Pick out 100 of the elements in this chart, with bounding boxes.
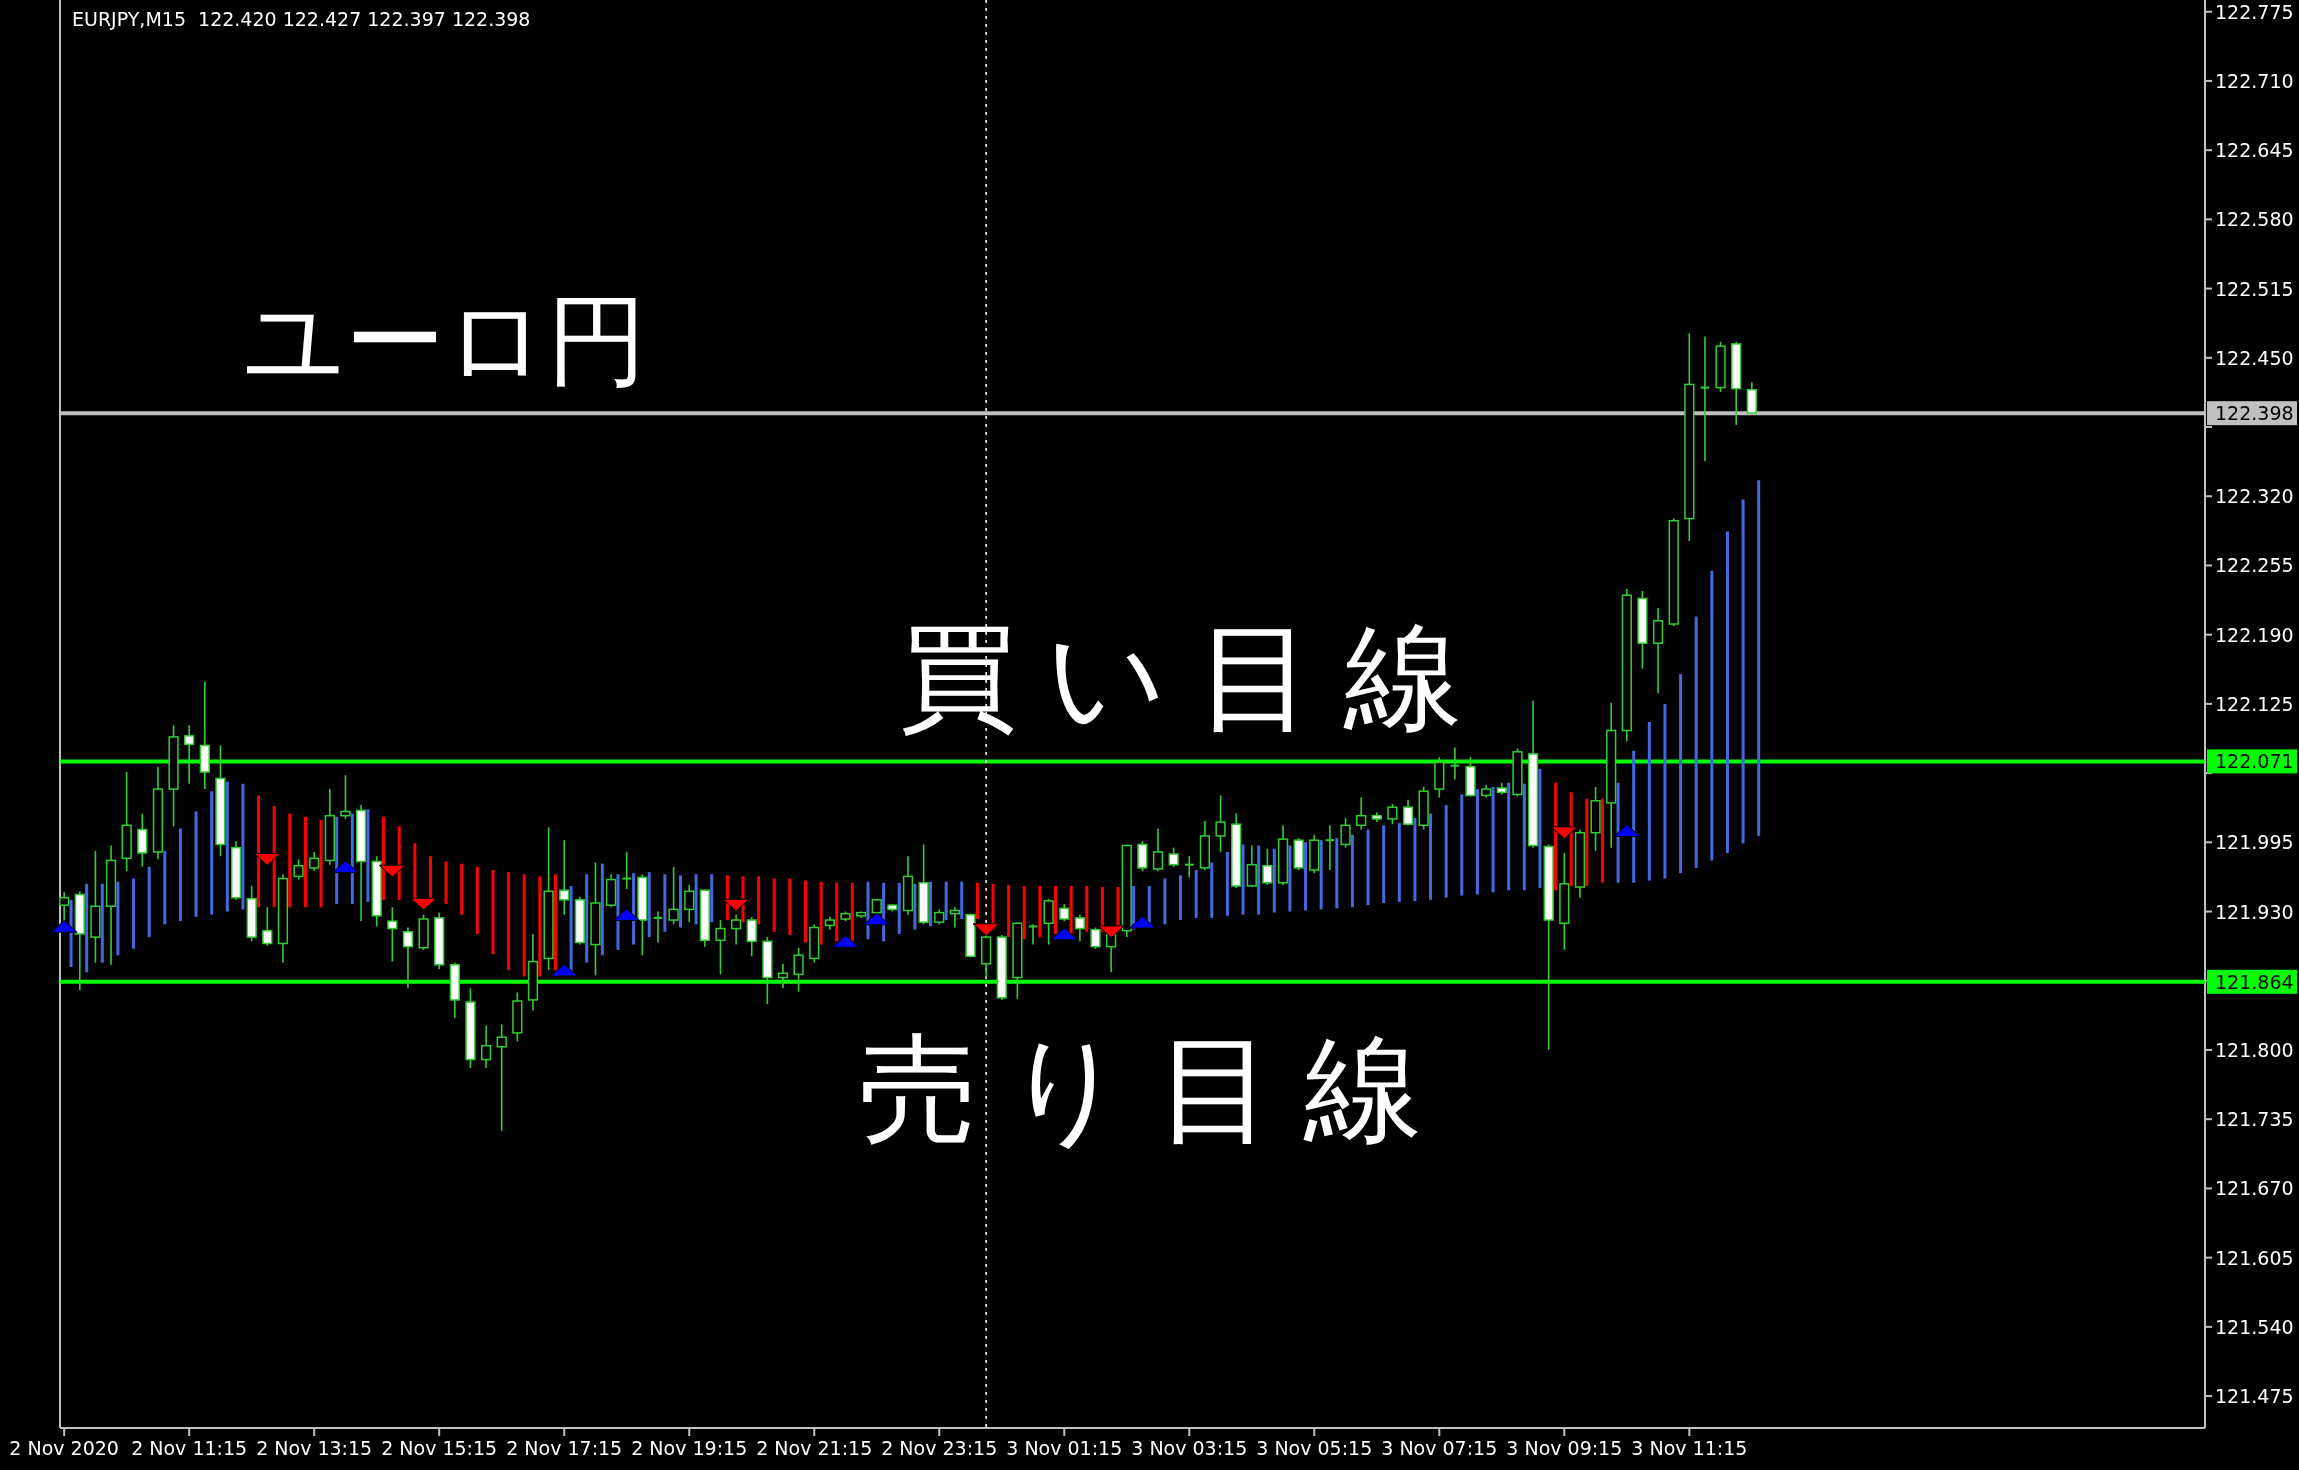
bar (788, 878, 792, 935)
candlestick (1746, 381, 1757, 416)
candlestick (340, 774, 351, 820)
bar (1038, 885, 1042, 938)
bar (1491, 786, 1495, 893)
candlestick (1183, 855, 1195, 879)
candlestick (1074, 913, 1086, 943)
candlestick (496, 1023, 507, 1132)
y-tick-label: 121.540 (2215, 1315, 2294, 1338)
x-tick-label: 2 Nov 17:15 (506, 1437, 623, 1459)
candlestick (793, 946, 804, 993)
ref-line-label: 122.398 (2215, 402, 2294, 425)
bar (116, 881, 120, 956)
bar (819, 881, 823, 945)
bar (1319, 840, 1323, 910)
bar (866, 881, 870, 940)
bar (1647, 721, 1651, 881)
bar (163, 850, 167, 925)
candlestick (1356, 796, 1367, 831)
bar (803, 880, 807, 943)
bar (507, 872, 511, 971)
y-tick-label: 121.735 (2215, 1108, 2294, 1131)
bar (1663, 703, 1667, 879)
bar (1616, 782, 1620, 883)
x-tick-label: 2 Nov 21:15 (756, 1437, 873, 1459)
bar (241, 783, 245, 910)
x-tick-label: 2 Nov 23:15 (881, 1437, 998, 1459)
candlestick (559, 839, 570, 916)
bar (288, 813, 292, 908)
bar (225, 781, 229, 912)
y-tick-label: 121.475 (2215, 1385, 2294, 1408)
candlestick (184, 724, 195, 785)
candlestick (684, 884, 695, 923)
candlestick (1168, 846, 1179, 868)
bar (132, 878, 136, 949)
bar (1257, 845, 1261, 915)
candlestick (1246, 844, 1257, 888)
bar (616, 874, 620, 950)
bar (835, 882, 839, 942)
bar (460, 863, 464, 915)
ref-line-label: 121.864 (2215, 970, 2294, 993)
candlestick (1137, 840, 1148, 872)
bar (475, 866, 479, 934)
bar (1069, 885, 1073, 934)
candlestick (262, 906, 273, 947)
bar (772, 878, 776, 932)
y-tick-label: 122.255 (2215, 554, 2294, 577)
y-tick-label: 122.580 (2215, 208, 2294, 231)
y-tick-label: 122.710 (2215, 69, 2294, 92)
candlestick (1340, 817, 1351, 849)
candlestick (746, 916, 757, 958)
bar (1632, 750, 1636, 883)
bar (1475, 789, 1479, 895)
y-tick-label: 122.190 (2215, 623, 2294, 646)
y-tick-label: 121.605 (2215, 1246, 2294, 1269)
x-tick-label: 3 Nov 03:15 (1131, 1437, 1248, 1459)
bar (1194, 870, 1198, 918)
bar (1382, 825, 1386, 904)
x-tick-label: 3 Nov 09:15 (1506, 1437, 1623, 1459)
bar (663, 874, 667, 932)
bar (1507, 782, 1511, 891)
bar (444, 861, 448, 905)
bar (678, 875, 682, 928)
x-tick-label: 3 Nov 01:15 (1006, 1437, 1123, 1459)
bar (944, 881, 948, 921)
bar (1679, 674, 1683, 874)
candlestick (1090, 926, 1101, 950)
candlestick (730, 913, 742, 946)
candlestick (293, 858, 304, 881)
bar (1335, 838, 1339, 909)
bar (1054, 885, 1058, 934)
candlestick (1262, 847, 1273, 886)
bar (1757, 480, 1761, 836)
x-tick-label: 2 Nov 11:15 (131, 1437, 248, 1459)
candlestick (309, 851, 320, 872)
annotation: 売り目線 (858, 1020, 1452, 1158)
y-tick-label: 121.930 (2215, 900, 2294, 923)
x-tick-label: 3 Nov 11:15 (1631, 1437, 1748, 1459)
bar (1444, 805, 1448, 898)
candlestick (1043, 897, 1054, 946)
y-tick-label: 122.450 (2215, 346, 2294, 369)
x-tick-label: 3 Nov 07:15 (1381, 1437, 1498, 1459)
candlestick (621, 851, 633, 890)
y-tick-label: 122.320 (2215, 485, 2294, 508)
candlestick (137, 812, 148, 868)
text: EURJPY,M15 122.420 122.427 122.397 122.398 (72, 8, 531, 30)
bar (1350, 834, 1354, 908)
candlestick (1152, 827, 1164, 872)
bar (1304, 842, 1308, 911)
y-tick-label: 121.995 (2215, 831, 2294, 854)
candlestick (480, 1024, 492, 1069)
candlestick (387, 906, 398, 963)
bar (1694, 616, 1698, 868)
bar (1163, 878, 1167, 925)
bar (850, 882, 854, 942)
y-tick-label: 122.515 (2215, 277, 2294, 300)
bar (522, 874, 526, 977)
candlestick (1387, 803, 1398, 826)
candlestick (1402, 798, 1414, 827)
bar (319, 819, 323, 908)
